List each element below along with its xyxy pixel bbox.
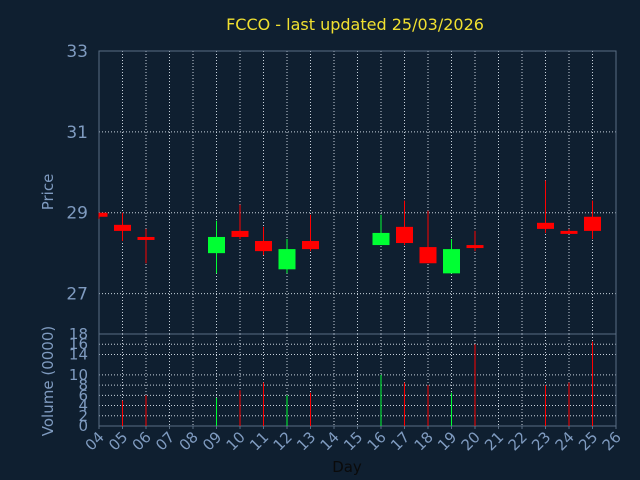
candle [137, 228, 155, 264]
x-tick-label: 12 [270, 428, 296, 454]
x-axis: 0405060708091011121314151617181920212223… [82, 426, 625, 454]
x-tick-label: 20 [458, 428, 484, 454]
price-axis-label: Price [39, 174, 57, 211]
candle [372, 214, 390, 246]
volume-tick-label: 10 [69, 366, 88, 384]
candle [231, 204, 249, 239]
x-tick-label: 11 [246, 428, 272, 454]
candle-body [278, 249, 296, 270]
candle-body [560, 230, 578, 234]
candle [302, 214, 319, 252]
x-tick-label: 25 [575, 428, 601, 454]
x-tick-label: 10 [223, 428, 249, 454]
candle-body [372, 232, 390, 246]
price-grid [98, 50, 617, 334]
x-tick-label: 15 [340, 428, 366, 454]
price-tick-label: 27 [66, 285, 88, 305]
volume-tick-label: 6 [78, 386, 88, 404]
volume-bars [122, 341, 593, 426]
candle [98, 212, 108, 219]
volume-grid [98, 333, 617, 427]
candle [584, 200, 601, 239]
x-tick-label: 26 [599, 428, 625, 454]
candle-body [466, 245, 484, 249]
candle-body [537, 222, 554, 229]
candle-body [208, 236, 225, 254]
candle [255, 226, 272, 256]
candle-body [99, 212, 108, 217]
x-tick-label: 21 [481, 428, 507, 454]
x-axis-label: Day [332, 458, 362, 476]
candle-body [584, 216, 601, 231]
candle [560, 228, 578, 234]
price-y-axis: 27 29 31 33 [66, 42, 88, 305]
candle-body [231, 230, 249, 237]
volume-tick-label: 16 [69, 335, 88, 353]
x-tick-label: 22 [505, 428, 531, 454]
x-tick-label: 17 [387, 428, 413, 454]
candle [114, 212, 131, 242]
candle-body [396, 226, 413, 244]
price-tick-label: 33 [66, 42, 88, 62]
x-tick-label: 05 [105, 428, 131, 454]
x-tick-label: 14 [317, 428, 343, 454]
volume-tick-label: 4 [78, 397, 88, 415]
x-tick-label: 24 [552, 428, 578, 454]
volume-axis-label: Volume (0000) [39, 326, 57, 436]
x-tick-label: 18 [411, 428, 437, 454]
x-tick-label: 23 [528, 428, 554, 454]
candle [278, 238, 296, 274]
volume-tick-label: 18 [69, 325, 88, 343]
candle [537, 180, 554, 233]
volume-tick-label: 2 [78, 407, 88, 425]
candle [208, 220, 225, 274]
volume-tick-label: 8 [78, 376, 88, 394]
candle-body [114, 224, 131, 231]
price-tick-label: 29 [66, 204, 88, 224]
candle-body [443, 249, 460, 274]
x-tick-label: 19 [434, 428, 460, 454]
x-tick-label: 16 [364, 428, 390, 454]
x-tick-label: 13 [293, 428, 319, 454]
candle [419, 210, 437, 264]
x-tick-label: 06 [129, 428, 155, 454]
volume-tick-label: 14 [69, 345, 88, 363]
candle-body [419, 247, 437, 264]
candle [466, 230, 484, 252]
volume-tick-label: 0 [78, 417, 88, 435]
candle-body [137, 236, 155, 240]
candle [396, 200, 413, 246]
price-tick-label: 31 [66, 123, 88, 143]
x-tick-label: 07 [152, 428, 178, 454]
candles [98, 180, 601, 274]
chart-title: FCCO - last updated 25/03/2026 [226, 15, 484, 34]
x-tick-label: 08 [176, 428, 202, 454]
x-tick-label: 09 [199, 428, 225, 454]
candle-body [255, 241, 272, 252]
candle [443, 238, 460, 274]
candle-body [302, 241, 319, 250]
